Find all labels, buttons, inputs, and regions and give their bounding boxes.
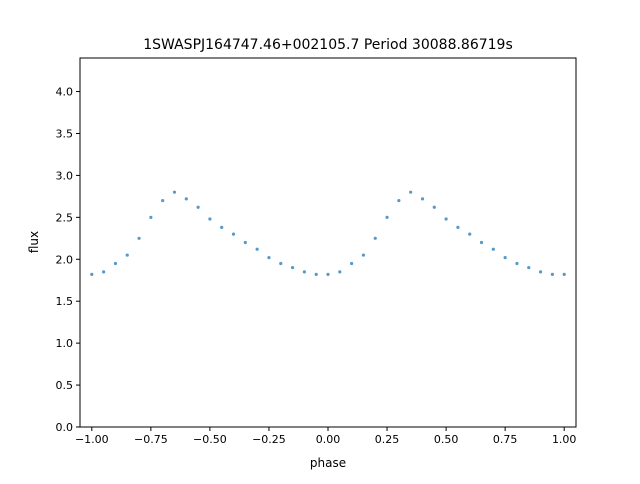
- data-point: [125, 253, 129, 257]
- data-point: [137, 236, 141, 240]
- x-tick-label: 0.00: [316, 433, 341, 446]
- data-point: [515, 261, 519, 266]
- data-point: [290, 266, 295, 270]
- data-point: [444, 217, 448, 221]
- x-axis: −1.00 −0.75 −0.50 −0.25 0.00 0.25 0.50 0.75 1.00: [75, 427, 576, 446]
- data-point: [172, 190, 177, 194]
- data-points: [90, 190, 566, 276]
- x-tick-label: −0.50: [193, 433, 227, 446]
- data-point: [220, 225, 224, 229]
- x-tick-label: 0.75: [493, 433, 518, 446]
- data-point: [255, 247, 259, 251]
- data-point: [432, 205, 436, 209]
- x-tick-label: 1.00: [552, 433, 577, 446]
- y-tick-label: 2.0: [56, 253, 74, 266]
- y-axis-label: flux: [27, 231, 41, 253]
- data-point: [161, 198, 165, 203]
- y-tick-label: 3.0: [56, 169, 74, 182]
- y-tick-label: 1.5: [56, 295, 74, 308]
- y-tick-label: 2.5: [56, 211, 74, 224]
- data-point: [409, 190, 413, 194]
- data-point: [456, 225, 460, 229]
- x-tick-label: −0.75: [134, 433, 168, 446]
- y-tick-label: 1.0: [56, 337, 74, 350]
- data-point: [184, 197, 188, 201]
- x-tick-label: −0.25: [252, 433, 286, 446]
- data-point: [302, 270, 306, 274]
- data-point: [231, 232, 236, 236]
- plot-frame: [79, 57, 577, 428]
- data-point: [550, 272, 554, 276]
- data-point: [149, 215, 153, 219]
- data-point: [385, 215, 389, 219]
- data-point: [491, 247, 495, 251]
- data-point: [338, 270, 342, 274]
- data-point: [503, 256, 507, 260]
- y-tick-label: 3.5: [56, 127, 74, 140]
- data-point: [267, 256, 271, 260]
- x-tick-label: 0.50: [434, 433, 459, 446]
- data-point: [397, 198, 401, 203]
- data-point: [373, 236, 377, 240]
- data-point: [361, 253, 366, 257]
- y-tick-label: 0.5: [56, 379, 74, 392]
- data-point: [90, 272, 94, 276]
- data-point: [538, 270, 543, 274]
- data-point: [326, 272, 330, 276]
- data-point: [208, 217, 212, 221]
- data-point: [420, 197, 425, 201]
- data-point: [279, 261, 283, 266]
- chart-title: 1SWASPJ164747.46+002105.7 Period 30088.8…: [143, 37, 513, 53]
- data-point: [350, 261, 354, 266]
- x-tick-label: 0.25: [375, 433, 400, 446]
- data-point: [468, 232, 472, 236]
- y-tick-label: 4.0: [56, 86, 74, 99]
- data-point: [527, 266, 531, 270]
- data-point: [113, 261, 118, 266]
- data-point: [479, 240, 484, 245]
- data-point: [243, 240, 247, 245]
- y-tick-label: 0.0: [56, 421, 74, 434]
- x-tick-label: −1.00: [75, 433, 109, 446]
- y-axis: 0.0 0.5 1.0 1.5 2.0 2.5 3.0 3.5 4.0: [56, 86, 80, 434]
- x-axis-label: phase: [310, 456, 346, 470]
- data-point: [102, 270, 106, 274]
- data-point: [196, 205, 200, 209]
- data-point: [314, 272, 318, 276]
- data-point: [562, 272, 566, 276]
